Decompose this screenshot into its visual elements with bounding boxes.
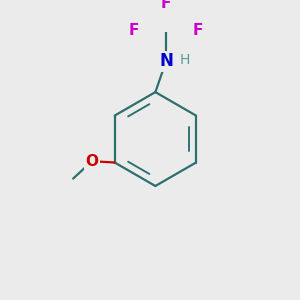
Text: O: O	[85, 154, 98, 169]
Text: F: F	[193, 23, 203, 38]
Text: F: F	[161, 0, 171, 11]
Text: F: F	[129, 23, 139, 38]
Text: H: H	[180, 53, 190, 67]
Text: N: N	[159, 52, 173, 70]
